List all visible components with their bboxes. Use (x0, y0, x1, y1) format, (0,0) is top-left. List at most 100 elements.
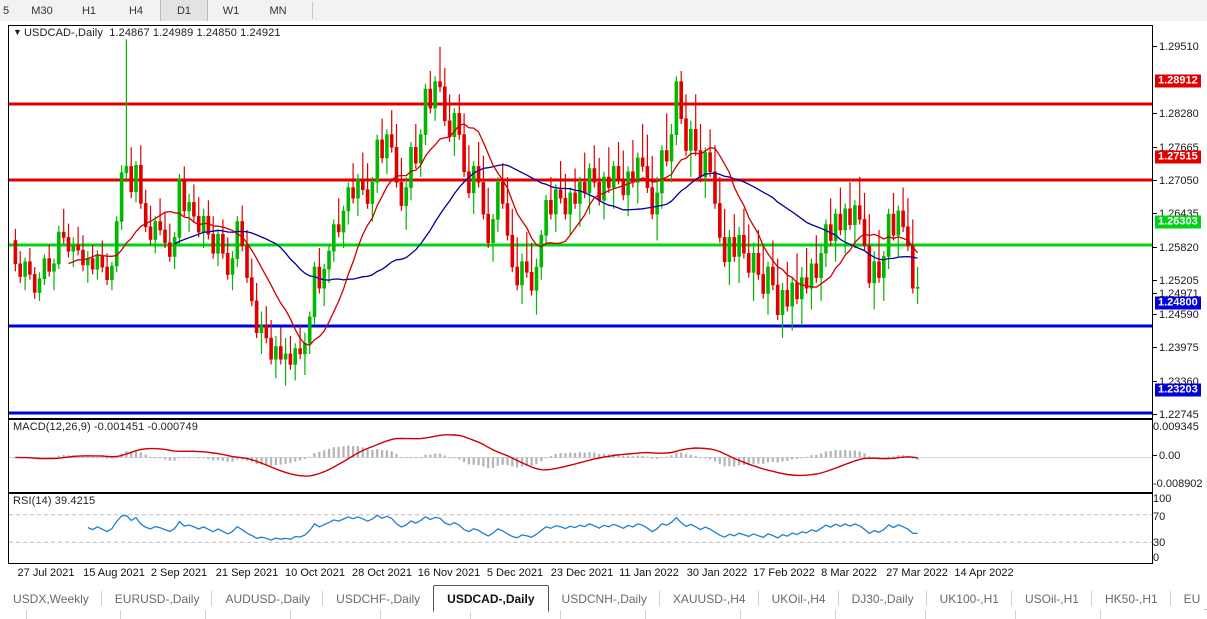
macd-histogram-bar (491, 457, 495, 468)
level-tag-pivot[interactable]: 1.26303 (1155, 215, 1201, 229)
candle-body (491, 219, 495, 243)
candle-body (520, 261, 524, 286)
timeframe-h1[interactable]: H1 (66, 0, 113, 21)
macd-histogram-bar (660, 457, 663, 458)
candle-body (462, 134, 466, 172)
candle-body (896, 210, 901, 236)
macd-histogram-bar (723, 457, 726, 467)
candle-body (804, 277, 809, 289)
price-candlestick-plot (9, 39, 1152, 415)
candle-body (413, 147, 418, 164)
macd-histogram-bar (332, 447, 335, 458)
candle-body (129, 166, 133, 193)
macd-histogram-bar (776, 457, 779, 463)
chart-workspace: ▼ USDCAD-,Daily 1.24867 1.24989 1.24850 1… (0, 21, 1207, 584)
chart-tab-eurusd-daily[interactable]: EURUSD-,Daily (101, 585, 213, 612)
chart-tab-audusd-daily[interactable]: AUDUSD-,Daily (212, 585, 324, 612)
macd-histogram-bar (274, 457, 277, 466)
timeframe-h4[interactable]: H4 (113, 0, 160, 21)
macd-indicator-pane[interactable]: MACD(12,26,9) -0.001451 -0.000749 (8, 419, 1153, 493)
macd-histogram-bar (294, 457, 297, 462)
level-tag-support-2[interactable]: 1.23203 (1155, 383, 1201, 397)
price-chart-pane[interactable]: ▼ USDCAD-,Daily 1.24867 1.24989 1.24850 1… (8, 25, 1153, 419)
chart-tab-usdchf-daily[interactable]: USDCHF-,Daily (323, 585, 434, 612)
candle-body (264, 324, 269, 339)
price-scale[interactable]: 1.29510 1.28280 1.27665 1.27050 1.26435 1.258… (1153, 25, 1207, 421)
rsi-scale[interactable]: 100 70 30 0 (1153, 493, 1207, 564)
candle-body (631, 171, 635, 183)
candle-body (496, 182, 500, 220)
level-tag-support-1[interactable]: 1.24800 (1155, 296, 1201, 310)
timeframe-m30[interactable]: M30 (19, 0, 66, 21)
candle-body (307, 316, 312, 344)
candle-body (906, 226, 910, 247)
candle-body (891, 213, 896, 236)
level-tag-resistance-1[interactable]: 1.28912 (1155, 74, 1201, 88)
candle-body (838, 213, 843, 231)
candle-body (42, 258, 47, 280)
level-tag-resistance-2[interactable]: 1.27515 (1155, 150, 1201, 164)
candle-body (187, 202, 191, 212)
tabstrip-tick (560, 610, 561, 619)
macd-histogram-bar (549, 456, 552, 458)
macd-histogram-bar (559, 453, 562, 458)
chart-tab-eu[interactable]: EU (1170, 585, 1205, 612)
candle-body (399, 182, 404, 206)
chart-tab-usoil-h1[interactable]: USOil-,H1 (1011, 585, 1092, 612)
macd-histogram-bar (622, 455, 625, 458)
candle-body (216, 233, 220, 254)
macd-histogram-bar (771, 457, 774, 462)
candle-body (737, 234, 741, 257)
candle-body (404, 187, 409, 206)
macd-histogram-bar (684, 454, 688, 458)
candle-body (853, 205, 857, 226)
chart-tab-hk50-h1[interactable]: HK50-,H1 (1091, 585, 1171, 612)
timeframe-mn[interactable]: MN (255, 0, 302, 21)
ohlc-values: 1.24867 1.24989 1.24850 1.24921 (109, 27, 281, 39)
chart-tab-usdx-weekly[interactable]: USDX,Weekly (0, 585, 102, 612)
rsi-tick: 70 (1153, 511, 1165, 523)
macd-histogram-bar (588, 452, 591, 458)
macd-histogram-bar (593, 452, 596, 458)
chart-tab-dj30-daily[interactable]: DJ30-,Daily (838, 585, 927, 612)
macd-histogram-bar (752, 457, 755, 464)
chart-tab-ukoil-h4[interactable]: UKOil-,H4 (758, 585, 839, 612)
price-tick-value: 1.23975 (1159, 342, 1199, 354)
rsi-indicator-pane[interactable]: RSI(14) 39.4215 (8, 493, 1153, 564)
chart-tab-uk100-h1[interactable]: UK100-,H1 (926, 585, 1012, 612)
chart-tab-xauusd-h4[interactable]: XAUUSD-,H4 (659, 585, 759, 612)
timeframe-w1[interactable]: W1 (208, 0, 255, 21)
macd-histogram-bar (318, 451, 321, 458)
macd-histogram-bar (820, 453, 823, 458)
rsi-tick: 30 (1153, 537, 1165, 549)
macd-histogram-bar (434, 453, 437, 458)
macd-histogram-bar (183, 457, 186, 459)
macd-histogram-bar (327, 448, 331, 458)
macd-histogram-bar (848, 450, 852, 458)
triangle-down-icon[interactable]: ▼ (13, 27, 23, 37)
macd-histogram-bar (516, 457, 519, 468)
candle-body (795, 282, 799, 300)
candle-body (139, 165, 143, 204)
macd-histogram-bar (149, 456, 152, 458)
macd-histogram-bar (487, 457, 490, 469)
timeframe-m5[interactable]: 5 (0, 0, 19, 21)
chart-tab-usdcnh-daily[interactable]: USDCNH-,Daily (548, 585, 660, 612)
macd-histogram-bar (583, 452, 586, 458)
rsi-line (87, 514, 918, 541)
macd-histogram-bar (916, 457, 919, 460)
chart-tab-usdcad-daily[interactable]: USDCAD-,Daily (433, 585, 549, 612)
macd-histogram-bar (815, 454, 818, 458)
candle-body (515, 266, 520, 286)
candle-body (110, 265, 114, 281)
date-label: 23 Dec 2021 (550, 567, 614, 579)
macd-scale[interactable]: 0.009345 0.00 -0.008902 (1153, 419, 1207, 493)
macd-histogram-bar (356, 446, 359, 458)
macd-histogram-bar (902, 455, 905, 458)
macd-histogram-bar (689, 454, 692, 458)
candle-body (872, 261, 877, 284)
candle-body (573, 192, 577, 204)
tabstrip-tick (470, 610, 471, 619)
timeframe-d1[interactable]: D1 (160, 0, 208, 21)
macd-histogram-bar (448, 457, 451, 459)
